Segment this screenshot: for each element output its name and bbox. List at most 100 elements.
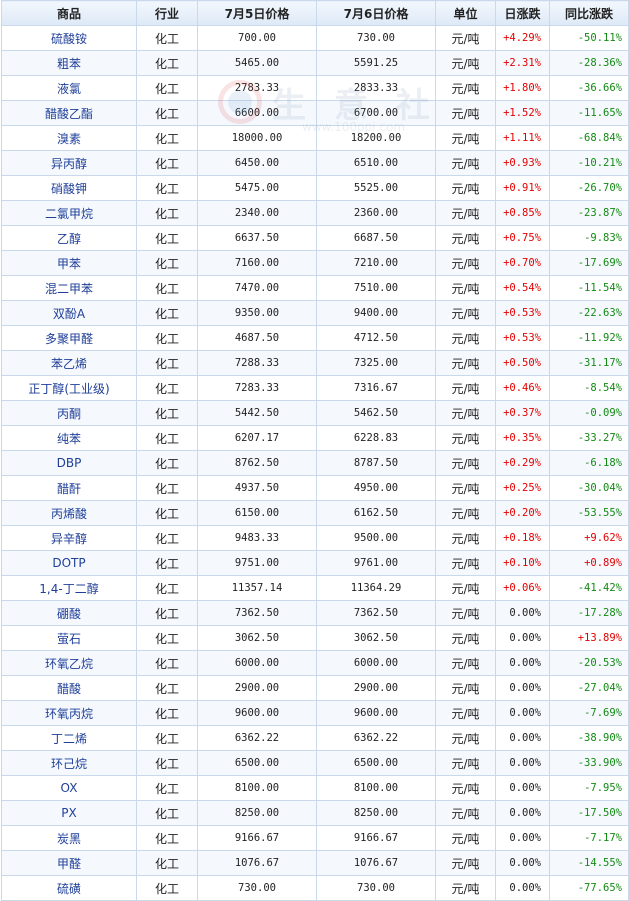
table-row: 异丙醇 化工 6450.00 6510.00 元/吨 +0.93% -10.21% [1, 150, 629, 176]
price-jul5-cell: 9483.33 [197, 525, 317, 551]
daily-change-cell: 0.00% [495, 700, 550, 726]
industry-cell: 化工 [136, 800, 198, 826]
unit-cell: 元/吨 [435, 850, 496, 876]
product-name-cell[interactable]: 混二甲苯 [1, 275, 137, 301]
price-jul5-cell: 2340.00 [197, 200, 317, 226]
product-name-cell[interactable]: 醋酸乙酯 [1, 100, 137, 126]
product-name-cell[interactable]: 甲醛 [1, 850, 137, 876]
product-name-cell[interactable]: 环氧丙烷 [1, 700, 137, 726]
product-name-cell[interactable]: PX [1, 800, 137, 826]
product-name-cell[interactable]: 甲苯 [1, 250, 137, 276]
industry-cell: 化工 [136, 375, 198, 401]
header-price-jul6: 7月6日价格 [316, 0, 436, 26]
yoy-change-cell: +13.89% [549, 625, 629, 651]
price-jul6-cell: 7325.00 [316, 350, 436, 376]
daily-change-cell: 0.00% [495, 800, 550, 826]
product-name-cell[interactable]: 环氧乙烷 [1, 650, 137, 676]
unit-cell: 元/吨 [435, 275, 496, 301]
daily-change-cell: +4.29% [495, 25, 550, 51]
product-name-cell[interactable]: 二氯甲烷 [1, 200, 137, 226]
table-row: 甲醛 化工 1076.67 1076.67 元/吨 0.00% -14.55% [1, 850, 629, 876]
product-name-cell[interactable]: 丙烯酸 [1, 500, 137, 526]
yoy-change-cell: -11.65% [549, 100, 629, 126]
table-row: 硫磺 化工 730.00 730.00 元/吨 0.00% -77.65% [1, 875, 629, 901]
product-name-cell[interactable]: 萤石 [1, 625, 137, 651]
product-name-cell[interactable]: 乙醇 [1, 225, 137, 251]
industry-cell: 化工 [136, 575, 198, 601]
industry-cell: 化工 [136, 25, 198, 51]
daily-change-cell: +0.70% [495, 250, 550, 276]
unit-cell: 元/吨 [435, 225, 496, 251]
table-header-row: 商品 行业 7月5日价格 7月6日价格 单位 日涨跌 同比涨跌 [1, 0, 629, 26]
product-name-cell[interactable]: DBP [1, 450, 137, 476]
product-name-cell[interactable]: 溴素 [1, 125, 137, 151]
daily-change-cell: +0.06% [495, 575, 550, 601]
unit-cell: 元/吨 [435, 50, 496, 76]
price-jul5-cell: 6600.00 [197, 100, 317, 126]
price-jul6-cell: 8250.00 [316, 800, 436, 826]
daily-change-cell: 0.00% [495, 725, 550, 751]
industry-cell: 化工 [136, 850, 198, 876]
product-name-cell[interactable]: 醋酐 [1, 475, 137, 501]
price-jul5-cell: 4937.50 [197, 475, 317, 501]
price-jul6-cell: 9761.00 [316, 550, 436, 576]
daily-change-cell: +0.93% [495, 150, 550, 176]
price-jul5-cell: 730.00 [197, 875, 317, 901]
yoy-change-cell: -77.65% [549, 875, 629, 901]
price-jul6-cell: 6510.00 [316, 150, 436, 176]
price-jul6-cell: 6362.22 [316, 725, 436, 751]
product-name-cell[interactable]: 醋酸 [1, 675, 137, 701]
product-name-cell[interactable]: 硼酸 [1, 600, 137, 626]
product-name-cell[interactable]: 炭黑 [1, 825, 137, 851]
price-jul6-cell: 730.00 [316, 25, 436, 51]
industry-cell: 化工 [136, 525, 198, 551]
unit-cell: 元/吨 [435, 200, 496, 226]
product-name-cell[interactable]: 正丁醇(工业级) [1, 375, 137, 401]
price-jul6-cell: 9166.67 [316, 825, 436, 851]
product-name-cell[interactable]: 丁二烯 [1, 725, 137, 751]
industry-cell: 化工 [136, 750, 198, 776]
product-name-cell[interactable]: 环己烷 [1, 750, 137, 776]
price-jul5-cell: 6362.22 [197, 725, 317, 751]
product-name-cell[interactable]: 多聚甲醛 [1, 325, 137, 351]
price-jul5-cell: 7288.33 [197, 350, 317, 376]
daily-change-cell: +0.25% [495, 475, 550, 501]
yoy-change-cell: -14.55% [549, 850, 629, 876]
product-name-cell[interactable]: 1,4-丁二醇 [1, 575, 137, 601]
product-name-cell[interactable]: OX [1, 775, 137, 801]
daily-change-cell: +0.50% [495, 350, 550, 376]
table-row: 溴素 化工 18000.00 18200.00 元/吨 +1.11% -68.84% [1, 125, 629, 151]
product-name-cell[interactable]: 异丙醇 [1, 150, 137, 176]
table-row: PX 化工 8250.00 8250.00 元/吨 0.00% -17.50% [1, 800, 629, 826]
price-jul5-cell: 6207.17 [197, 425, 317, 451]
product-name-cell[interactable]: 纯苯 [1, 425, 137, 451]
product-name-cell[interactable]: 粗苯 [1, 50, 137, 76]
industry-cell: 化工 [136, 50, 198, 76]
table-row: 多聚甲醛 化工 4687.50 4712.50 元/吨 +0.53% -11.92% [1, 325, 629, 351]
yoy-change-cell: -36.66% [549, 75, 629, 101]
daily-change-cell: 0.00% [495, 825, 550, 851]
unit-cell: 元/吨 [435, 675, 496, 701]
product-name-cell[interactable]: 硫酸铵 [1, 25, 137, 51]
product-name-cell[interactable]: 硫磺 [1, 875, 137, 901]
product-name-cell[interactable]: 液氯 [1, 75, 137, 101]
price-jul6-cell: 7210.00 [316, 250, 436, 276]
yoy-change-cell: -33.90% [549, 750, 629, 776]
unit-cell: 元/吨 [435, 375, 496, 401]
industry-cell: 化工 [136, 475, 198, 501]
product-name-cell[interactable]: 双酚A [1, 300, 137, 326]
product-name-cell[interactable]: 丙酮 [1, 400, 137, 426]
product-name-cell[interactable]: 苯乙烯 [1, 350, 137, 376]
product-name-cell[interactable]: 硝酸钾 [1, 175, 137, 201]
product-name-cell[interactable]: DOTP [1, 550, 137, 576]
yoy-change-cell: -17.69% [549, 250, 629, 276]
daily-change-cell: 0.00% [495, 675, 550, 701]
yoy-change-cell: -22.63% [549, 300, 629, 326]
industry-cell: 化工 [136, 725, 198, 751]
price-jul6-cell: 2360.00 [316, 200, 436, 226]
price-jul5-cell: 7283.33 [197, 375, 317, 401]
unit-cell: 元/吨 [435, 475, 496, 501]
unit-cell: 元/吨 [435, 75, 496, 101]
yoy-change-cell: -6.18% [549, 450, 629, 476]
product-name-cell[interactable]: 异辛醇 [1, 525, 137, 551]
